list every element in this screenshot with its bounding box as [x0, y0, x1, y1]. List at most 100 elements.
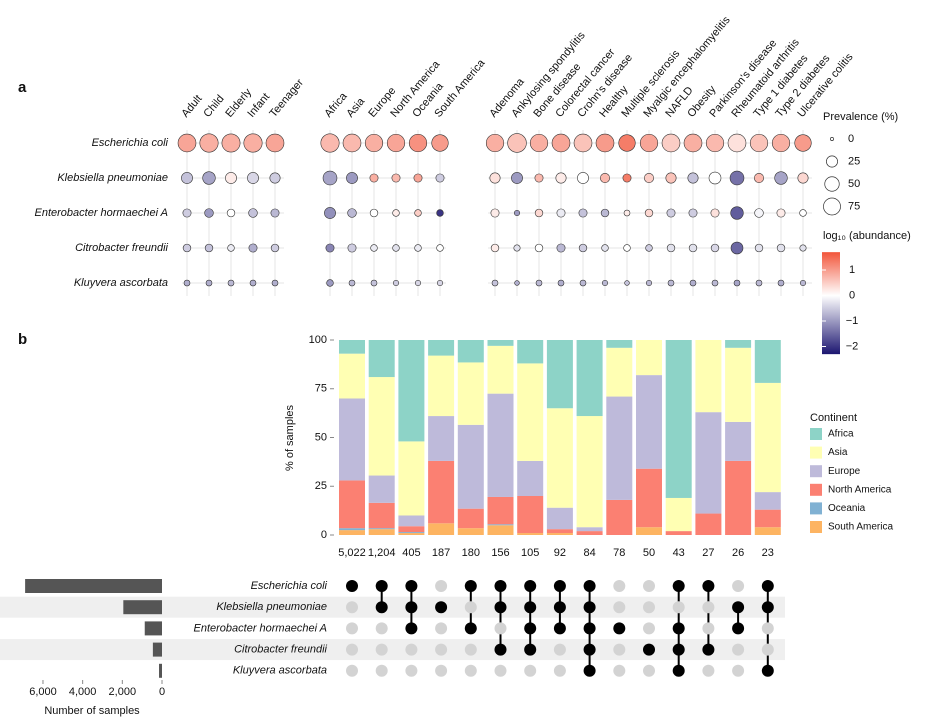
dot [342, 133, 362, 153]
membership-dot [346, 622, 358, 635]
bar-segment [517, 460, 544, 496]
size-legend-key [823, 197, 841, 216]
dot [326, 279, 334, 287]
dot [579, 279, 587, 287]
membership-dot [494, 580, 507, 592]
size-legend-key [830, 137, 834, 141]
membership-dot [346, 580, 358, 592]
row-label: Escherichia coli [92, 137, 169, 149]
bar-segment [339, 340, 365, 354]
dot [177, 133, 197, 153]
membership-dot [375, 580, 388, 592]
membership-dot [583, 643, 596, 656]
dot [774, 171, 788, 185]
bar-segment [368, 340, 395, 378]
bar-segment [606, 499, 633, 535]
membership-dot [553, 643, 566, 656]
dot [710, 208, 720, 218]
membership-dot [464, 622, 477, 635]
membership-dot [464, 643, 477, 656]
membership-dot [405, 622, 418, 635]
membership-dot [524, 580, 537, 592]
bar-segment [368, 377, 395, 476]
bar-segment [517, 340, 544, 364]
membership-dot [613, 622, 626, 635]
dot [666, 243, 676, 253]
dot [491, 279, 499, 287]
membership-dot [375, 643, 388, 656]
dot [730, 241, 744, 255]
intersection-size: 23 [762, 547, 774, 559]
dot [797, 172, 809, 184]
y-tick-label: 50 [315, 431, 327, 443]
bar-segment [725, 460, 752, 535]
dot [689, 279, 697, 287]
bar-segment [546, 408, 573, 508]
panel-label: b [18, 331, 27, 348]
dot [513, 244, 521, 252]
dot [226, 208, 236, 218]
dot [249, 279, 257, 287]
dot [645, 279, 653, 287]
dot [414, 244, 422, 252]
dot [666, 208, 676, 218]
color-bar [822, 252, 840, 355]
membership-dot [494, 643, 507, 656]
dot [182, 243, 192, 253]
membership-dot [732, 601, 745, 614]
membership-dot [346, 664, 358, 677]
dot [270, 243, 280, 253]
dot [645, 244, 653, 252]
bar-segment [398, 532, 425, 534]
intersection-size: 50 [643, 547, 655, 559]
dot [573, 133, 593, 153]
bar-segment [546, 340, 573, 409]
bar-segment [517, 363, 544, 461]
bar-segment [576, 527, 603, 532]
membership-dot [702, 601, 715, 614]
bar-segment [754, 509, 781, 528]
dot [413, 173, 423, 183]
bar-segment [754, 340, 781, 383]
dot [529, 133, 549, 153]
dot [507, 133, 527, 153]
dot [687, 172, 699, 184]
dot [324, 207, 336, 219]
membership-dot [494, 601, 507, 614]
legend-key [810, 521, 822, 533]
dot [485, 133, 505, 153]
color-tick-label: 0 [849, 289, 855, 301]
bar-segment [754, 382, 781, 493]
bar-segment [339, 398, 365, 481]
y-tick-label: 25 [315, 480, 327, 492]
dot [346, 172, 358, 184]
y-tick-label: 75 [315, 383, 327, 395]
dot [513, 209, 521, 217]
bar-segment [665, 340, 692, 498]
dot [199, 133, 219, 153]
row-stripe [0, 639, 785, 661]
membership-dot [375, 622, 388, 635]
intersection-size: 26 [732, 547, 744, 559]
membership-dot [464, 601, 477, 614]
dot [225, 172, 237, 184]
dot [490, 208, 500, 218]
dot [248, 243, 258, 253]
row-label: Klebsiella pneumoniae [216, 601, 327, 613]
dot [623, 244, 631, 252]
bar-segment [457, 424, 484, 509]
intersection-size: 78 [613, 547, 625, 559]
legend-title: Continent [810, 412, 857, 424]
bar-segment [517, 533, 544, 535]
membership-dot [761, 622, 774, 635]
column-label: Teenager [267, 77, 306, 120]
membership-dot [672, 622, 685, 635]
size-legend-title: Prevalence (%) [823, 111, 898, 123]
bar-segment [398, 441, 425, 516]
size-legend-label: 50 [848, 178, 860, 190]
size-legend-key [826, 155, 838, 168]
bar-segment [695, 340, 722, 413]
color-tick-label: −2 [846, 340, 859, 352]
membership-dot [583, 601, 596, 614]
dot [683, 133, 703, 153]
